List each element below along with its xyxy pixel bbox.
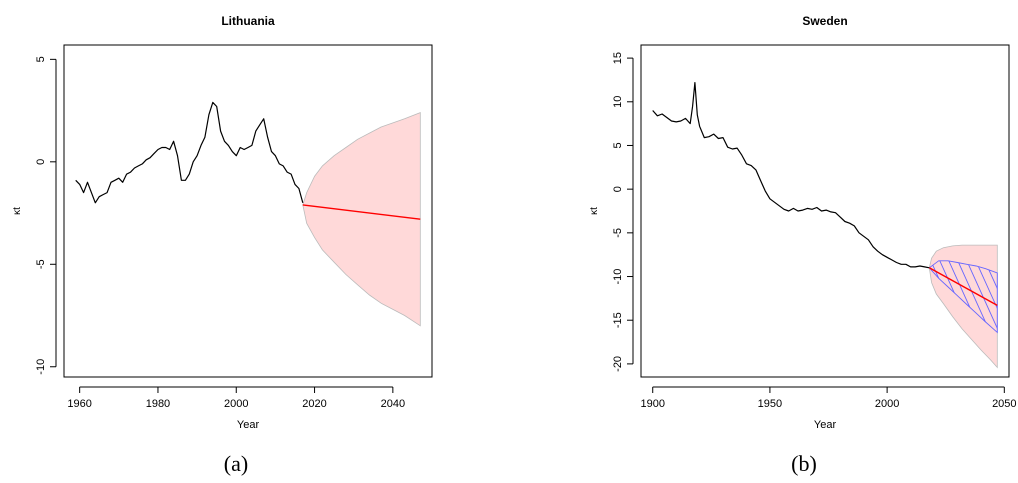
sweden-x-axis-label: Year [814, 419, 837, 431]
sweden-hatch-line [929, 260, 948, 333]
sweden-hatch-line [929, 260, 998, 333]
sweden-hatch-line [1013, 45, 1018, 377]
lithuania-chart-title: Lithuania [221, 14, 275, 28]
lithuania-y-tick-label: -10 [35, 359, 47, 375]
caption-b: (b) [791, 451, 817, 476]
lithuania-forecast-band [302, 112, 421, 327]
sweden-x-tick-label: 1900 [640, 398, 664, 410]
sweden-hatch-line [929, 260, 998, 333]
caption-a: (a) [223, 451, 249, 476]
lithuania-x-tick-label: 2000 [224, 398, 248, 410]
sweden-y-tick-label: -5 [612, 228, 624, 238]
sweden-x-tick-label: 1950 [758, 398, 782, 410]
lithuania-x-tick-label: 2040 [381, 398, 405, 410]
lithuania-x-tick-label: 1980 [146, 398, 170, 410]
sweden-hatch-line [929, 260, 975, 333]
sweden-hatch-line [929, 260, 966, 333]
sweden-y-tick-label: -10 [612, 269, 624, 285]
sweden-y-tick-label: 10 [612, 96, 624, 108]
sweden-hatch-line [929, 260, 930, 333]
sweden-series-observed-line [652, 81, 930, 269]
sweden-hatch-line [929, 260, 939, 333]
sweden-y-axis-label: κt [589, 207, 600, 215]
lithuania-x-tick-label: 2020 [302, 398, 326, 410]
lithuania-y-tick-label: 0 [35, 159, 47, 165]
lithuania-plot-frame [63, 44, 433, 378]
sweden-plot-frame [640, 44, 1010, 378]
sweden-y-tick-label: -15 [612, 312, 624, 328]
sweden-hatch-line [1004, 45, 1018, 377]
lithuania-series-observed-line [75, 101, 304, 204]
sweden-y-tick-label: 5 [612, 142, 624, 148]
sweden-hatch-line [994, 260, 998, 333]
sweden-y-tick-label: -20 [612, 356, 624, 372]
sweden-hatch-line [929, 260, 998, 333]
sweden-chart: 1900 1950 2000 2050 15 10 5 0 -5 -10 -15 -20 Sweden Y… [589, 14, 1018, 431]
sweden-x-tick-label: 2000 [875, 398, 899, 410]
sweden-hatch-line [929, 260, 998, 333]
lithuania-y-axis-label: κt [12, 207, 23, 215]
sweden-x-tick-label: 2050 [992, 398, 1016, 410]
sweden-series-forecast-line [928, 267, 998, 307]
lithuania-series-forecast-line [302, 204, 421, 220]
lithuania-x-tick-label: 1960 [67, 398, 91, 410]
sweden-chart-title: Sweden [802, 14, 847, 28]
lithuania-y-tick-label: 5 [35, 56, 47, 62]
lithuania-x-axis-label: Year [237, 419, 260, 431]
lithuania-chart: 1960 1980 2000 2020 2040 5 0 -5 -10 Lithuania Year… [12, 14, 433, 431]
sweden-y-tick-label: 15 [612, 52, 624, 64]
lithuania-y-tick-label: -5 [35, 259, 47, 269]
sweden-inner-band-outline [928, 260, 998, 334]
sweden-y-tick-label: 0 [612, 186, 624, 192]
